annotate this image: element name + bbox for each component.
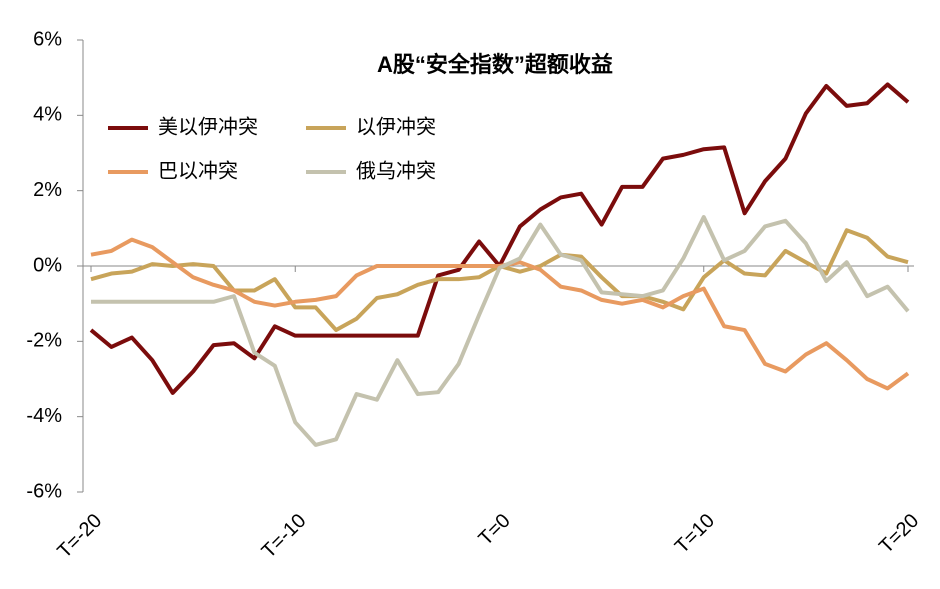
y-tick-label: 6% xyxy=(33,28,62,50)
y-tick-label: 2% xyxy=(33,179,62,201)
legend-label: 俄乌冲突 xyxy=(356,159,436,182)
x-tick-label: T=20 xyxy=(875,510,923,558)
x-tick-label: T=10 xyxy=(671,510,719,558)
y-tick-label: 0% xyxy=(33,254,62,276)
x-tick-label: T=-10 xyxy=(258,510,311,563)
y-tick-label: -2% xyxy=(26,330,62,352)
y-tick-label: -4% xyxy=(26,405,62,427)
line-series xyxy=(91,215,910,447)
chart-title: A股“安全指数”超额收益 xyxy=(377,52,613,77)
legend-label: 美以伊冲突 xyxy=(158,115,258,138)
legend-label: 巴以冲突 xyxy=(158,159,238,182)
line-series xyxy=(90,228,909,333)
y-tick-label: 4% xyxy=(33,104,62,126)
legend-label: 以伊冲突 xyxy=(356,115,436,138)
x-tick-label: T=0 xyxy=(474,510,514,550)
y-tick-label: -6% xyxy=(26,480,62,502)
x-tick-label: T=-20 xyxy=(53,510,106,563)
